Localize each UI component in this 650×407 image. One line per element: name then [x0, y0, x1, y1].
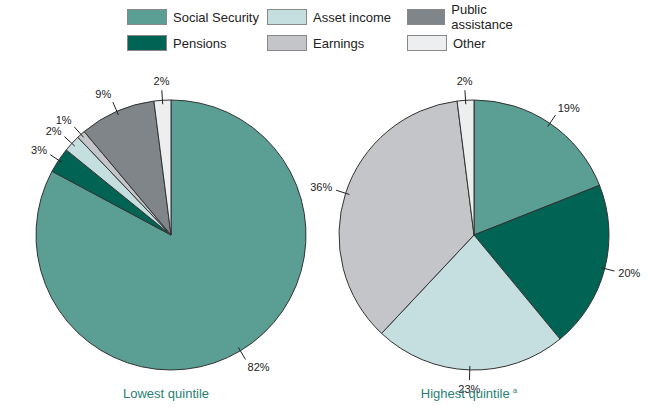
svg-text:36%: 36% — [310, 181, 332, 193]
html-text:Earnings: Earnings — [313, 35, 365, 51]
html-text:Pensions: Pensions — [173, 35, 227, 51]
svg-text:82%: 82% — [248, 361, 270, 373]
html-text:Lowest quintile: Lowest quintile — [123, 386, 209, 401]
svg-text:1%: 1% — [56, 114, 72, 126]
svg-text:20%: 20% — [618, 267, 640, 279]
html-text:Social Security: Social Security — [173, 9, 259, 25]
html-text:Public assistance: Public assistance — [451, 2, 513, 32]
svg-text:3%: 3% — [31, 144, 47, 156]
svg-text:19%: 19% — [558, 102, 580, 114]
svg-text:2%: 2% — [46, 125, 62, 137]
svg-text:2%: 2% — [457, 75, 473, 87]
svg-text:2%: 2% — [154, 75, 170, 87]
html-text:Highest quintilea: Highest quintilea — [420, 386, 518, 402]
html-text:Other: Other — [453, 35, 486, 51]
svg-text:9%: 9% — [95, 88, 111, 100]
html-text:Asset income: Asset income — [313, 9, 391, 25]
